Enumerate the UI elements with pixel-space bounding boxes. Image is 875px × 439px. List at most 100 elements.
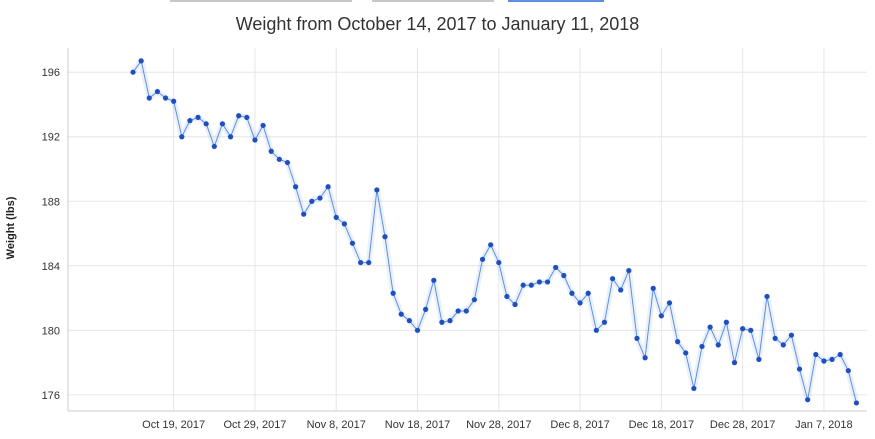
data-point-61[interactable]	[626, 268, 632, 274]
data-point-43[interactable]	[479, 256, 486, 262]
data-point-47[interactable]	[512, 301, 518, 308]
data-point-53[interactable]	[561, 272, 567, 279]
data-point-37[interactable]	[431, 277, 437, 283]
data-point-34[interactable]	[406, 318, 412, 324]
data-point-84[interactable]	[813, 351, 819, 358]
data-point-19[interactable]	[284, 159, 291, 166]
data-point-88[interactable]	[845, 368, 851, 374]
data-point-69[interactable]	[691, 385, 697, 392]
data-point-38[interactable]	[439, 319, 445, 325]
data-point-62[interactable]	[634, 335, 640, 341]
data-point-35[interactable]	[414, 327, 421, 333]
series-line-0	[132, 60, 857, 404]
data-point-33[interactable]	[398, 311, 404, 317]
data-point-18[interactable]	[276, 156, 282, 162]
data-point-52[interactable]	[553, 264, 559, 271]
data-point-58[interactable]	[601, 319, 608, 325]
data-point-17[interactable]	[268, 148, 274, 154]
data-point-11[interactable]	[219, 121, 226, 127]
data-point-26[interactable]	[341, 221, 347, 227]
data-point-46[interactable]	[504, 293, 510, 300]
data-point-21[interactable]	[301, 211, 307, 217]
data-point-80[interactable]	[780, 342, 786, 348]
data-point-66[interactable]	[666, 300, 673, 306]
data-point-13[interactable]	[236, 113, 242, 119]
data-point-10[interactable]	[211, 143, 217, 150]
data-point-85[interactable]	[821, 358, 827, 364]
data-point-55[interactable]	[577, 300, 583, 306]
data-point-81[interactable]	[788, 332, 795, 338]
data-point-45[interactable]	[496, 259, 502, 266]
data-point-65[interactable]	[658, 313, 664, 319]
data-point-54[interactable]	[569, 290, 575, 296]
data-point-89[interactable]	[853, 400, 860, 406]
data-point-87[interactable]	[837, 351, 843, 358]
data-point-73[interactable]	[723, 319, 729, 325]
data-point-71[interactable]	[707, 324, 713, 330]
data-point-86[interactable]	[829, 356, 835, 362]
data-point-36[interactable]	[423, 306, 429, 312]
view-tab-1[interactable]	[170, 0, 352, 2]
data-point-60[interactable]	[618, 287, 624, 293]
data-point-63[interactable]	[642, 355, 648, 361]
data-point-27[interactable]	[349, 240, 356, 246]
chart-title: Weight from October 14, 2017 to January …	[235, 14, 640, 34]
data-point-50[interactable]	[536, 279, 543, 285]
data-point-31[interactable]	[382, 234, 388, 240]
data-point-0[interactable]	[130, 69, 136, 75]
data-point-59[interactable]	[609, 276, 616, 282]
y-tick-label-3: 188	[42, 196, 60, 208]
data-point-3[interactable]	[154, 88, 161, 95]
data-point-9[interactable]	[203, 121, 209, 127]
data-point-25[interactable]	[333, 214, 339, 220]
data-point-68[interactable]	[683, 350, 689, 356]
data-point-8[interactable]	[195, 114, 201, 120]
data-point-29[interactable]	[366, 259, 372, 266]
data-point-20[interactable]	[292, 184, 299, 190]
data-point-16[interactable]	[260, 122, 266, 129]
data-point-83[interactable]	[805, 397, 811, 403]
data-point-77[interactable]	[756, 356, 762, 362]
data-point-32[interactable]	[390, 290, 396, 296]
data-point-67[interactable]	[675, 339, 681, 345]
view-tab-2[interactable]	[372, 0, 494, 2]
data-point-5[interactable]	[171, 98, 177, 104]
data-point-28[interactable]	[358, 259, 364, 266]
data-point-7[interactable]	[187, 118, 193, 124]
data-point-79[interactable]	[772, 335, 778, 341]
data-point-14[interactable]	[244, 114, 250, 120]
data-point-30[interactable]	[374, 187, 380, 193]
data-point-12[interactable]	[227, 134, 234, 140]
data-point-49[interactable]	[528, 282, 534, 288]
data-point-56[interactable]	[585, 290, 591, 296]
data-point-24[interactable]	[325, 184, 331, 190]
data-point-76[interactable]	[748, 327, 754, 333]
data-point-6[interactable]	[179, 134, 185, 140]
data-point-2[interactable]	[146, 95, 152, 101]
data-point-41[interactable]	[463, 308, 469, 314]
data-point-70[interactable]	[699, 343, 705, 350]
data-point-44[interactable]	[488, 242, 494, 248]
data-point-78[interactable]	[764, 293, 770, 300]
data-point-51[interactable]	[544, 279, 551, 285]
data-point-57[interactable]	[593, 327, 599, 333]
y-tick-label-5: 196	[42, 67, 60, 79]
data-point-72[interactable]	[715, 342, 721, 348]
y-tick-label-0: 176	[42, 390, 60, 402]
data-point-48[interactable]	[520, 282, 526, 288]
data-point-1[interactable]	[138, 58, 144, 64]
data-point-4[interactable]	[162, 95, 169, 101]
view-tab-3-active[interactable]	[508, 0, 604, 2]
data-point-22[interactable]	[309, 198, 315, 204]
x-tick-label-7: Dec 28, 2017	[710, 419, 775, 431]
data-point-64[interactable]	[650, 285, 656, 291]
data-point-42[interactable]	[471, 297, 478, 303]
axis-layer: 176 180 184 188 192 196 Oct 19, 2017 Oct 29, 20…	[42, 48, 867, 431]
data-point-40[interactable]	[455, 308, 461, 314]
data-point-23[interactable]	[317, 195, 323, 201]
data-point-75[interactable]	[740, 326, 746, 332]
data-point-82[interactable]	[796, 366, 803, 372]
data-point-15[interactable]	[252, 137, 258, 143]
data-point-39[interactable]	[447, 318, 453, 324]
data-point-74[interactable]	[731, 360, 738, 366]
